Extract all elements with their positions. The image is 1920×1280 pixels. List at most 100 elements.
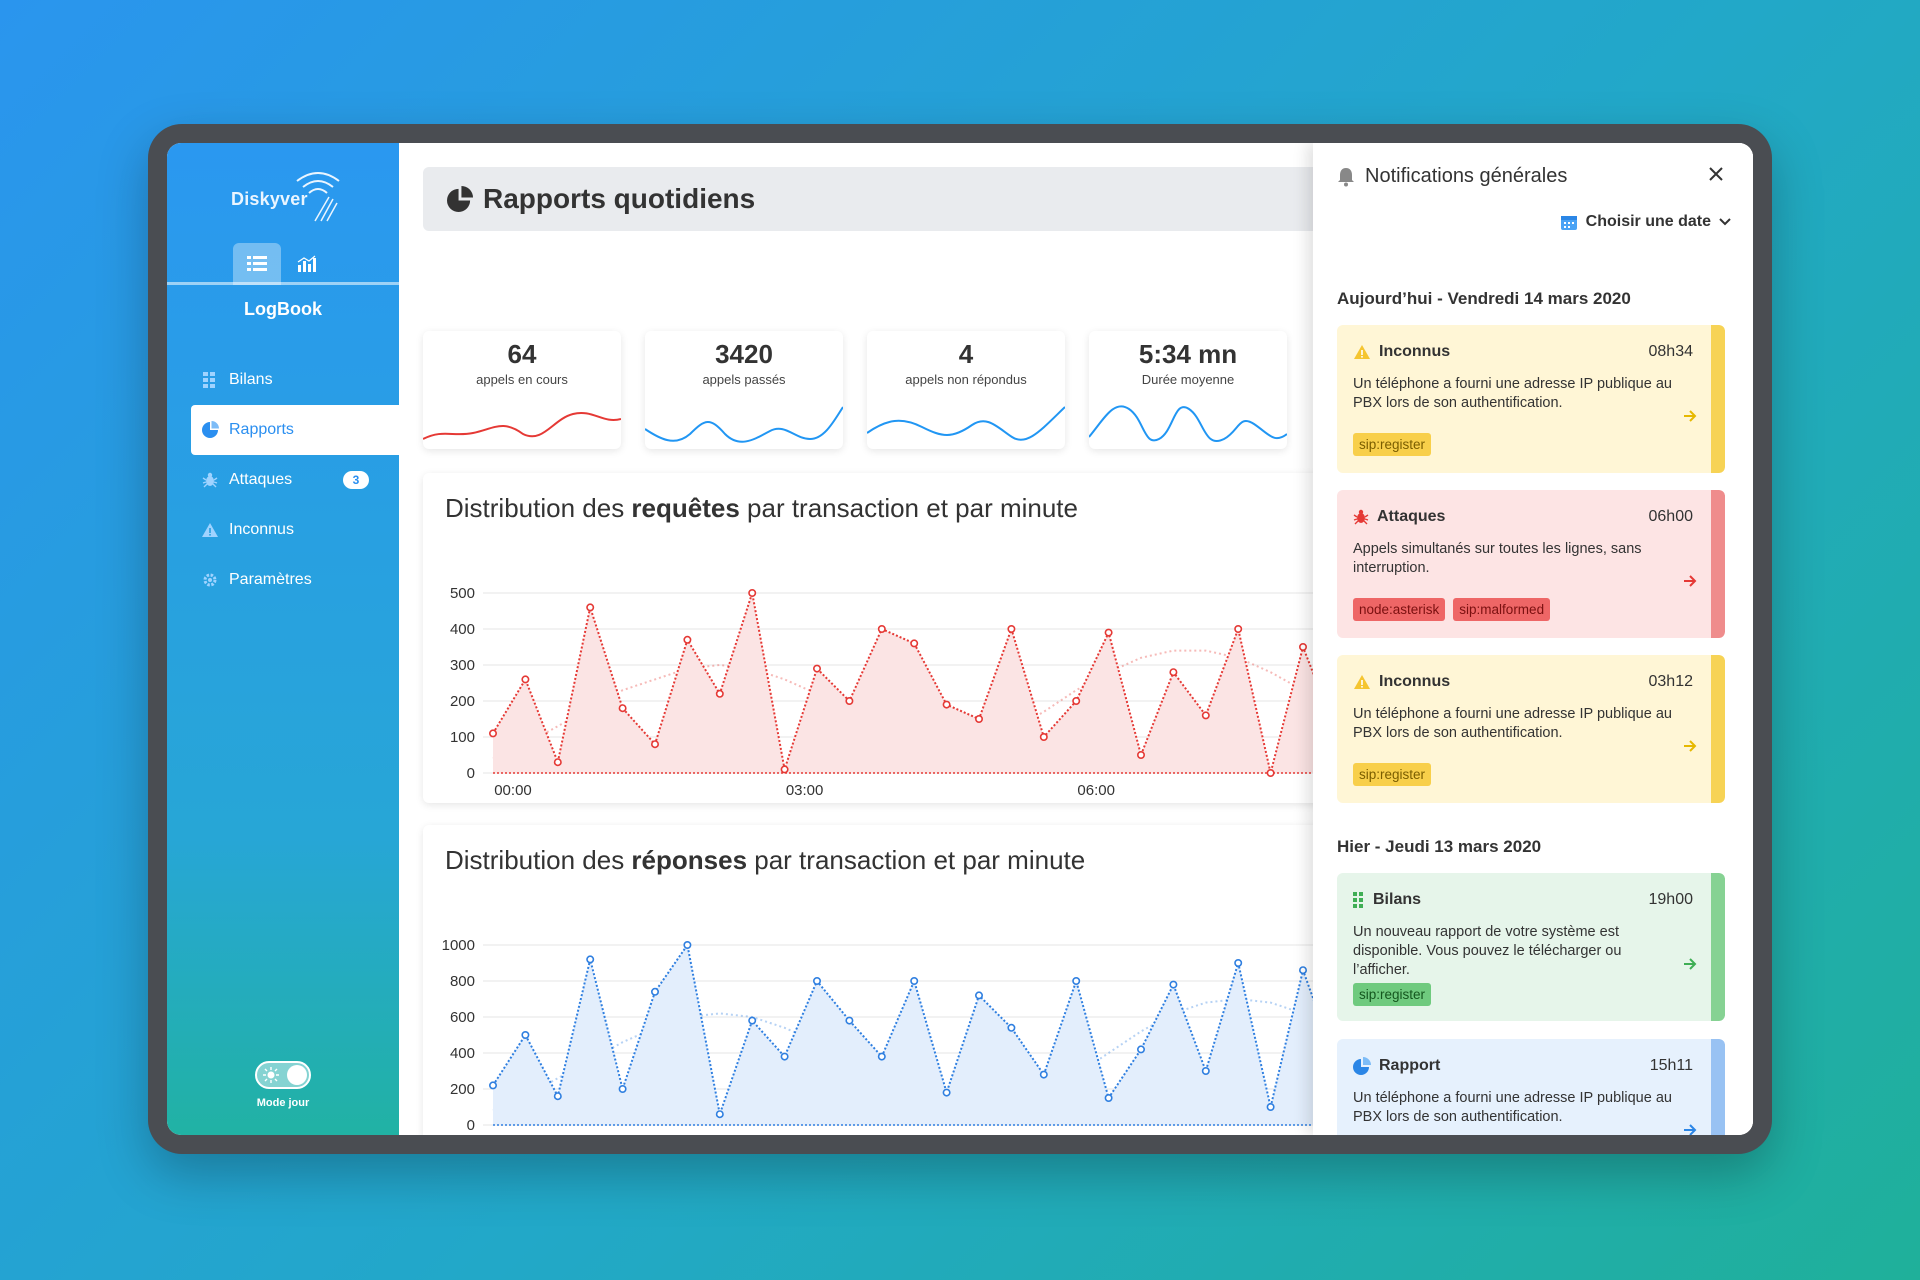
warning-icon bbox=[1354, 345, 1370, 359]
notification-time: 15h11 bbox=[1649, 1057, 1693, 1074]
chart-view-tab[interactable] bbox=[283, 243, 331, 285]
notification-header: Rapport bbox=[1353, 1057, 1440, 1075]
notification-title: Rapport bbox=[1379, 1057, 1441, 1074]
x-tick-label: 06:00 bbox=[1077, 782, 1115, 799]
data-point bbox=[553, 1092, 562, 1101]
notification-time: 08h34 bbox=[1648, 343, 1694, 360]
bilans-grid-icon bbox=[201, 371, 219, 389]
notification-card[interactable]: Bilans 19h00 Un nouveau rapport de votre… bbox=[1337, 873, 1725, 1021]
notification-title: Bilans bbox=[1373, 891, 1422, 908]
sidebar-nav: Bilans Rapports Attaques 3 bbox=[191, 355, 399, 605]
pie-chart-icon bbox=[1353, 1057, 1371, 1075]
data-point bbox=[1007, 1023, 1016, 1032]
bug-icon bbox=[201, 471, 219, 489]
notification-time: 06h00 bbox=[1648, 508, 1694, 525]
tag[interactable]: sip:register bbox=[1353, 763, 1432, 786]
chart-title-bold: réponses bbox=[631, 845, 748, 875]
arrow-right-icon[interactable] bbox=[1683, 957, 1697, 971]
x-tick-label: 00:00 bbox=[494, 782, 532, 799]
notification-tags: sip:register bbox=[1353, 433, 1432, 456]
tag[interactable]: sip:register bbox=[1353, 433, 1432, 456]
notification-tags: sip:register bbox=[1353, 983, 1432, 1006]
close-panel-button[interactable] bbox=[1703, 161, 1729, 187]
data-point bbox=[812, 664, 821, 673]
day-group-today: Aujourd’hui - Vendredi 14 mars 2020 bbox=[1337, 289, 1631, 308]
notification-color-bar bbox=[1711, 1039, 1725, 1135]
notification-text: Un nouveau rapport de votre système est … bbox=[1353, 924, 1622, 978]
notification-card[interactable]: Inconnus 03h12 Un téléphone a fourni une… bbox=[1337, 655, 1725, 803]
data-point bbox=[1201, 1067, 1210, 1076]
list-icon bbox=[247, 256, 267, 271]
series-area bbox=[493, 593, 1573, 773]
notification-card[interactable]: Attaques 06h00 Appels simultanés sur tou… bbox=[1337, 490, 1725, 638]
y-tick-label: 400 bbox=[450, 621, 475, 638]
y-tick-label: 0 bbox=[467, 1117, 475, 1134]
sidebar-item-rapports[interactable]: Rapports bbox=[191, 405, 399, 455]
stat-card-calls-in-progress[interactable]: 64 appels en cours bbox=[423, 331, 621, 449]
data-point bbox=[715, 1110, 724, 1119]
data-point bbox=[1007, 625, 1016, 634]
notification-tags: node:asterisk sip:malformed bbox=[1353, 598, 1551, 621]
brand-name: Diskyver bbox=[231, 189, 308, 209]
bar-chart-icon bbox=[297, 255, 316, 272]
notification-color-bar bbox=[1711, 873, 1725, 1021]
arrow-right-icon[interactable] bbox=[1683, 1123, 1697, 1135]
data-point bbox=[780, 1052, 789, 1061]
sidebar-item-bilans[interactable]: Bilans bbox=[191, 355, 399, 405]
warning-icon bbox=[1354, 675, 1370, 689]
data-point bbox=[521, 675, 530, 684]
arrow-right-icon[interactable] bbox=[1683, 409, 1697, 423]
notification-tags: sip:register bbox=[1353, 763, 1432, 786]
data-point bbox=[1266, 768, 1275, 777]
stat-card-calls-made[interactable]: 3420 appels passés bbox=[645, 331, 843, 449]
date-picker[interactable]: Choisir une date bbox=[1560, 213, 1731, 231]
view-tabs bbox=[167, 243, 399, 285]
day-mode-toggle[interactable] bbox=[255, 1061, 311, 1089]
stat-label: appels non répondus bbox=[905, 372, 1027, 387]
tag[interactable]: sip:malformed bbox=[1453, 598, 1551, 621]
arrow-right-icon[interactable] bbox=[1683, 739, 1697, 753]
stat-value: 64 bbox=[507, 339, 537, 369]
sidebar-item-attaques[interactable]: Attaques 3 bbox=[191, 455, 399, 505]
sidebar-item-label: Bilans bbox=[229, 371, 273, 388]
x-tick-label: 03:00 bbox=[786, 782, 824, 799]
stat-sparkline bbox=[645, 406, 843, 443]
day-group-yesterday: Hier - Jeudi 13 mars 2020 bbox=[1337, 837, 1542, 856]
arrow-right-icon[interactable] bbox=[1683, 574, 1697, 588]
stat-card-unanswered-calls[interactable]: 4 appels non répondus bbox=[867, 331, 1065, 449]
notification-card[interactable]: Rapport 15h11 Un téléphone a fourni une … bbox=[1337, 1039, 1725, 1135]
x-tick-label: 00:00 bbox=[494, 1134, 532, 1135]
brand-logo[interactable]: Diskyver bbox=[231, 167, 341, 223]
notification-header: Inconnus bbox=[1353, 673, 1450, 691]
tablet-frame: Diskyver bbox=[148, 124, 1772, 1154]
stat-sparkline bbox=[423, 411, 621, 440]
sidebar-item-parametres[interactable]: Paramètres bbox=[191, 555, 399, 605]
sidebar-item-inconnus[interactable]: Inconnus bbox=[191, 505, 399, 555]
notification-card[interactable]: Inconnus 08h34 Un téléphone a fourni une… bbox=[1337, 325, 1725, 473]
data-point bbox=[1136, 750, 1145, 759]
list-view-tab[interactable] bbox=[233, 243, 281, 285]
calendar-icon bbox=[1560, 216, 1577, 230]
panel-title: Notifications générales bbox=[1365, 165, 1568, 187]
notification-title: Attaques bbox=[1377, 508, 1446, 525]
day-mode-toggle-wrap: Mode jour bbox=[167, 1061, 399, 1109]
page-title: Rapports quotidiens bbox=[483, 183, 756, 214]
tag[interactable]: node:asterisk bbox=[1353, 598, 1446, 621]
chart-title: Distribution des réponses par transactio… bbox=[445, 845, 1085, 876]
notification-header: Bilans bbox=[1353, 891, 1421, 909]
notification-text: Un téléphone a fourni une adresse IP pub… bbox=[1353, 376, 1672, 411]
data-point bbox=[1072, 977, 1081, 986]
tag[interactable]: sip:register bbox=[1353, 983, 1432, 1006]
sidebar-item-label: Paramètres bbox=[229, 571, 312, 588]
chart-title-pre: Distribution des bbox=[445, 493, 632, 523]
stat-value: 4 bbox=[958, 339, 974, 369]
stat-card-average-duration[interactable]: 5:34 mn Durée moyenne bbox=[1089, 331, 1287, 449]
y-tick-label: 200 bbox=[450, 1081, 475, 1098]
notification-text: Un téléphone a fourni une adresse IP pub… bbox=[1353, 706, 1672, 741]
chart-title-pre: Distribution des bbox=[445, 845, 632, 875]
y-tick-label: 600 bbox=[450, 1009, 475, 1026]
y-tick-label: 800 bbox=[450, 973, 475, 990]
data-point bbox=[1039, 1070, 1048, 1079]
data-point bbox=[586, 955, 595, 964]
data-point bbox=[845, 1016, 854, 1025]
